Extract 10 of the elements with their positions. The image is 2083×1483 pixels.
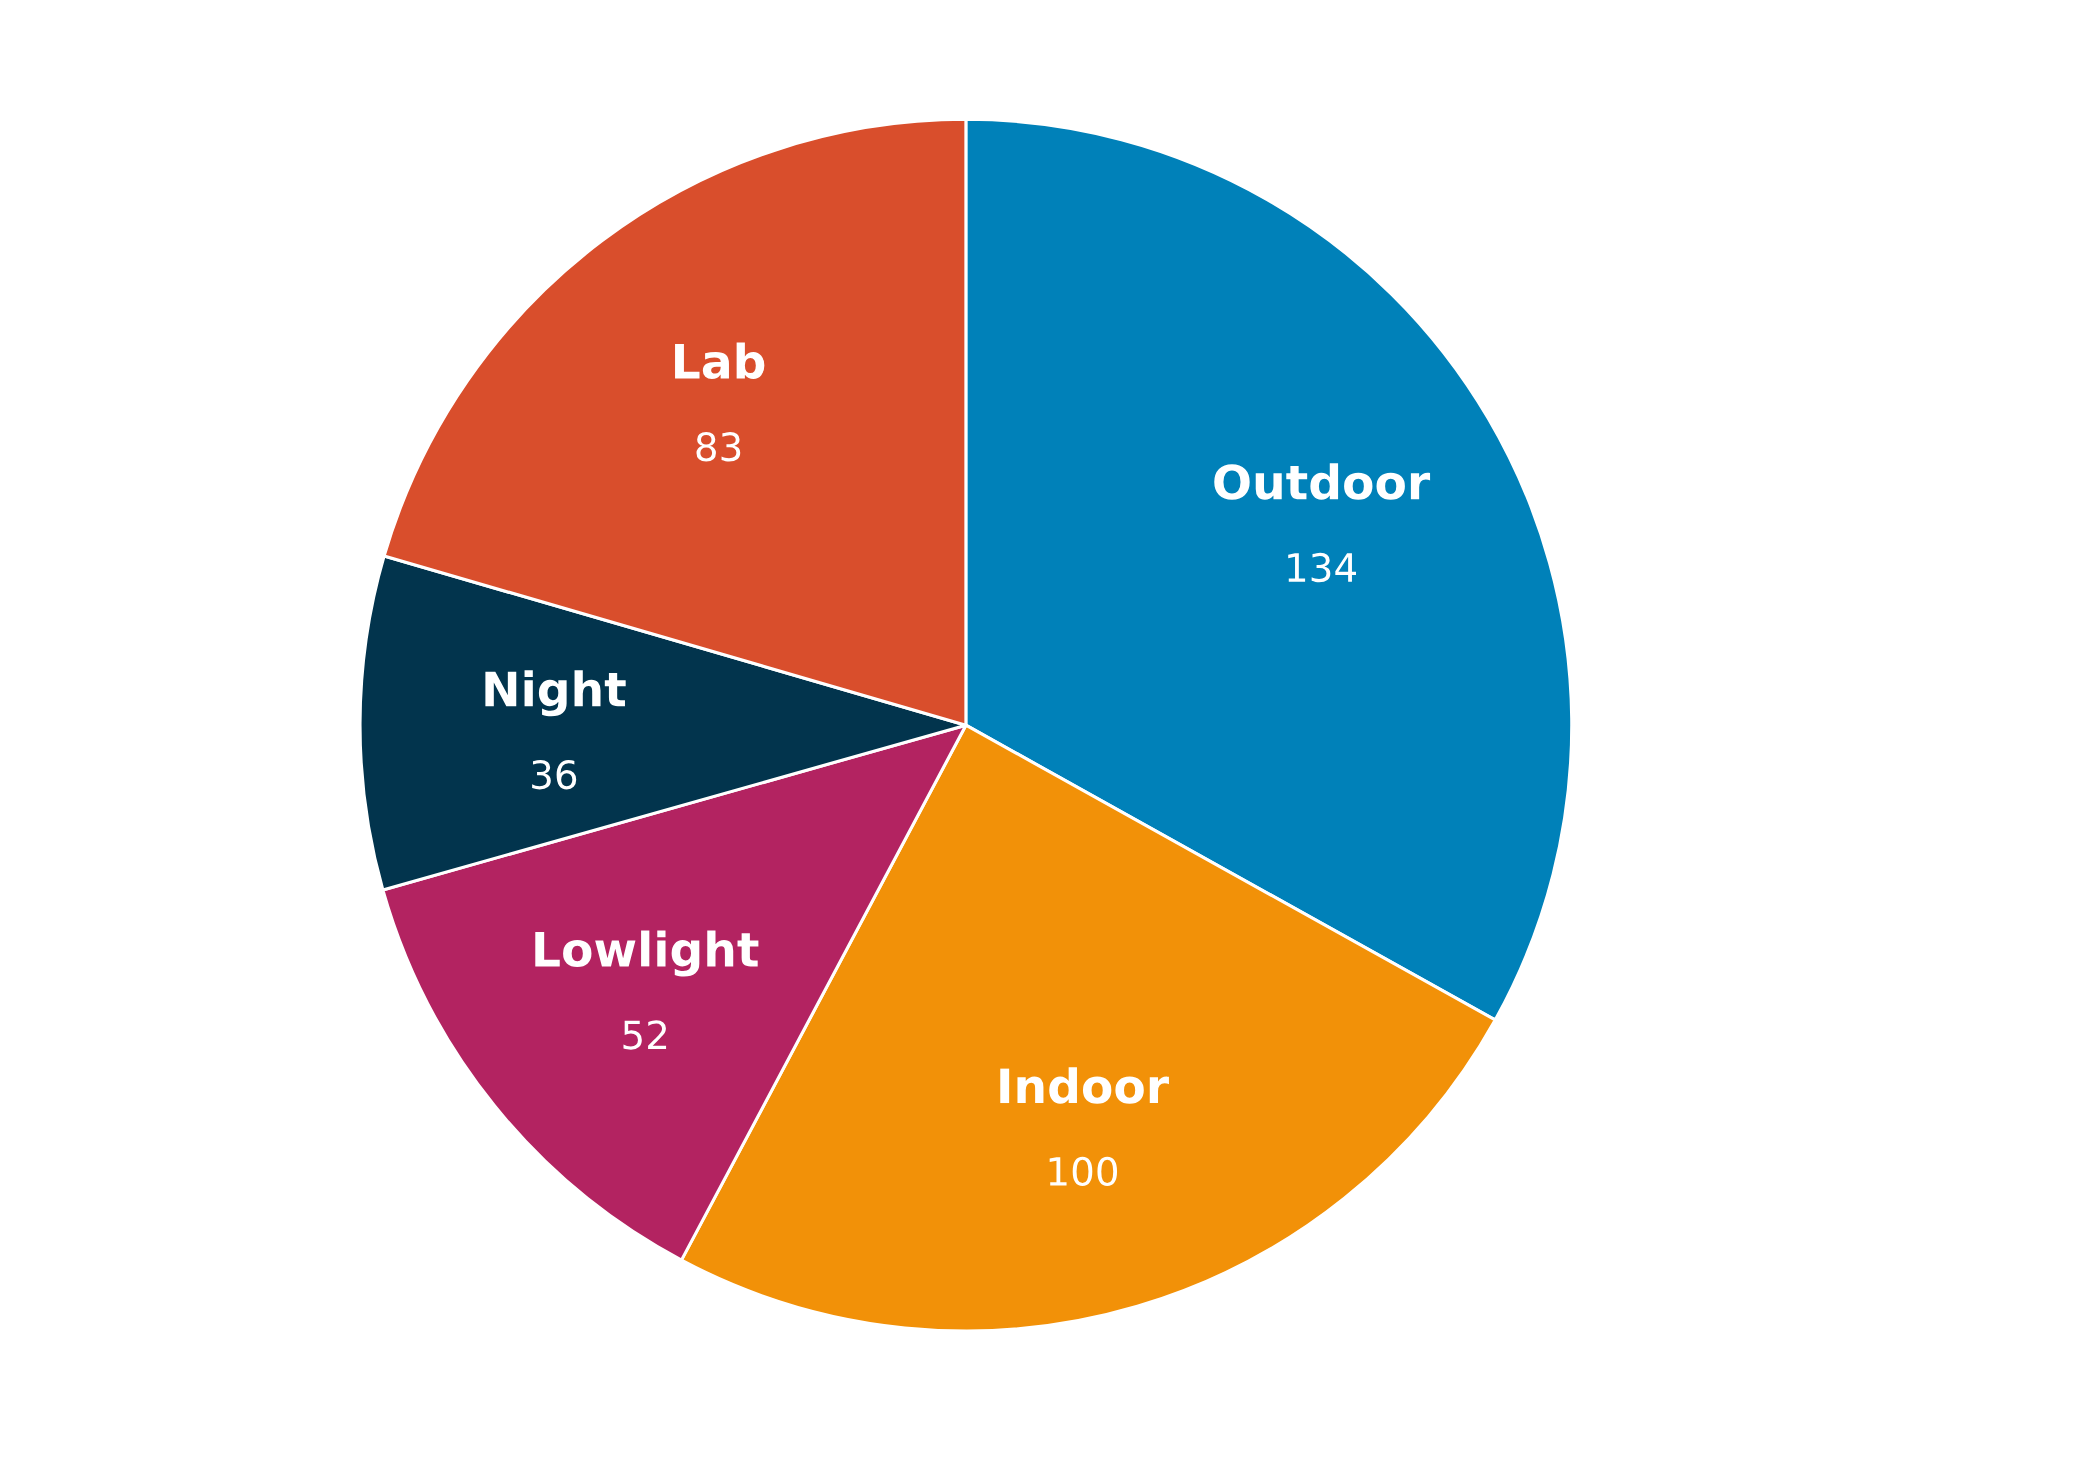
data-label: 52 xyxy=(623,1020,667,1050)
data-label: 134 xyxy=(1288,552,1356,583)
slice-label: Outdoor xyxy=(1214,463,1431,500)
data-label: 36 xyxy=(532,759,577,790)
slice-label: Night xyxy=(485,670,626,717)
slice-label: Lowlight xyxy=(535,930,759,977)
slice-label: Indoor xyxy=(1000,1067,1169,1104)
data-label: 83 xyxy=(696,432,741,462)
data-label: 100 xyxy=(1049,1156,1118,1187)
slice-label: Lab xyxy=(675,342,765,380)
